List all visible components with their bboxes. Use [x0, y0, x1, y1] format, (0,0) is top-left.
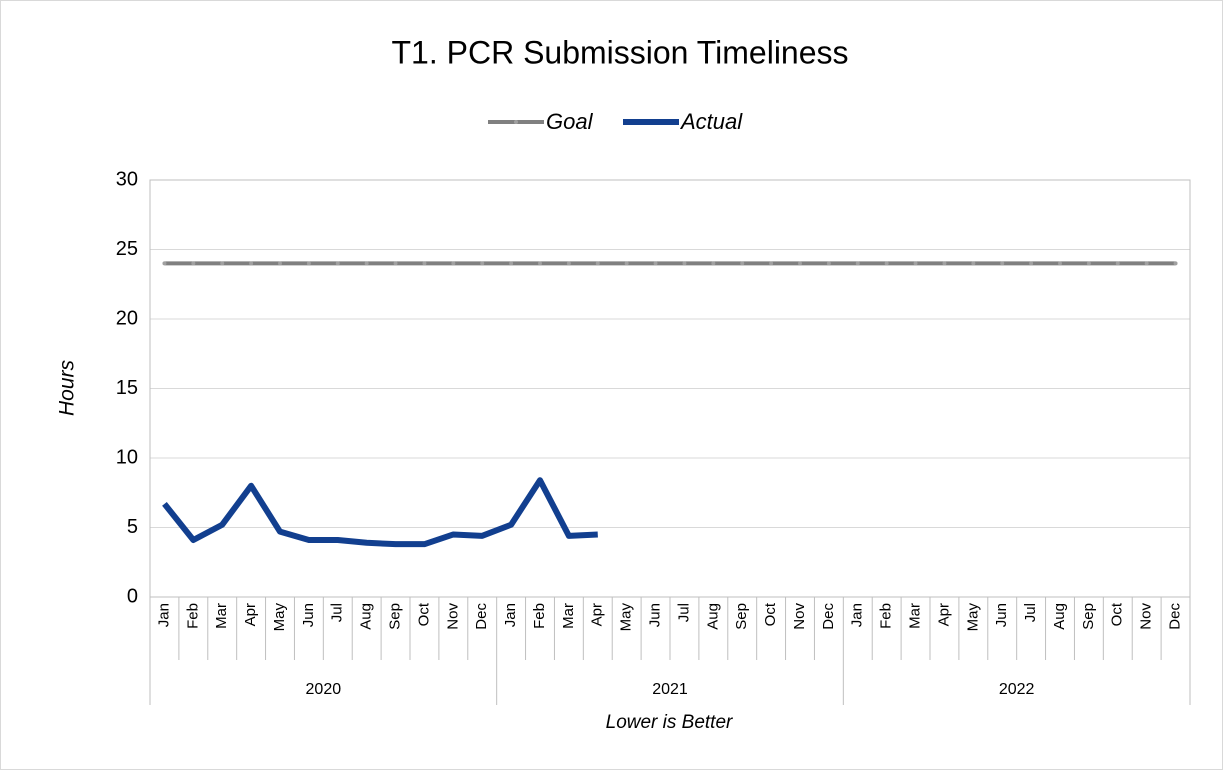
x-tick-label: Dec — [473, 603, 490, 630]
x-axis-title: Lower is Better — [606, 712, 733, 733]
series-marker — [509, 261, 514, 266]
x-tick-label: Jun — [300, 603, 317, 627]
series-marker — [942, 261, 947, 266]
series-marker — [653, 261, 658, 266]
series-marker — [393, 261, 398, 266]
series-marker — [682, 261, 687, 266]
x-tick-label: Jan — [155, 603, 172, 627]
x-tick-label: Mar — [907, 603, 924, 629]
x-tick-label: Apr — [242, 603, 259, 626]
x-tick-label: Jul — [675, 603, 692, 622]
group-label: 2021 — [652, 681, 688, 698]
x-tick-label: Jun — [647, 603, 664, 627]
x-tick-label: Feb — [878, 603, 895, 629]
x-tick-label: Aug — [704, 603, 721, 630]
series-marker — [162, 261, 167, 266]
series-marker — [769, 261, 774, 266]
series-marker — [1029, 261, 1034, 266]
legend-marker — [649, 120, 653, 124]
series-marker — [826, 261, 831, 266]
series-marker — [624, 261, 629, 266]
x-tick-label: Mar — [213, 603, 230, 629]
x-tick-label: Apr — [935, 603, 952, 626]
series-marker — [278, 261, 282, 266]
x-tick-label: Feb — [531, 603, 548, 629]
x-tick-label: Sep — [387, 603, 404, 630]
x-tick-label: Jun — [993, 603, 1010, 627]
series-marker — [1000, 261, 1005, 266]
series-marker — [422, 261, 427, 266]
series-marker — [191, 261, 196, 266]
y-tick-label: 10 — [116, 446, 138, 468]
x-tick-label: Oct — [762, 602, 779, 626]
x-tick-label: Jul — [1022, 603, 1039, 622]
series-marker — [798, 261, 802, 266]
x-tick-label: Oct — [415, 602, 432, 626]
y-tick-label: 25 — [116, 238, 138, 260]
group-label: 2022 — [999, 681, 1035, 698]
x-tick-label: Nov — [444, 603, 461, 630]
series-marker — [595, 261, 600, 266]
series-marker — [249, 261, 254, 266]
series-marker — [1173, 261, 1178, 266]
x-tick-label: Jul — [329, 603, 346, 622]
x-tick-label: Jan — [502, 603, 519, 627]
x-tick-label: Oct — [1109, 602, 1126, 626]
y-tick-label: 5 — [127, 516, 138, 538]
series-marker — [566, 261, 571, 266]
x-tick-label: May — [964, 603, 981, 632]
series-marker — [1058, 261, 1062, 266]
y-tick-label: 0 — [127, 585, 138, 607]
x-tick-label: Sep — [733, 603, 750, 630]
series-line — [162, 477, 598, 548]
x-tick-label: Apr — [589, 603, 606, 626]
x-tick-label: Dec — [1167, 603, 1184, 630]
y-tick-label: 20 — [116, 307, 138, 329]
series-marker — [1115, 261, 1120, 266]
x-tick-label: Mar — [560, 603, 577, 629]
group-label: 2020 — [306, 681, 342, 698]
series-marker — [364, 261, 369, 266]
series-marker — [480, 261, 485, 266]
series-marker — [740, 261, 745, 266]
x-tick-label: Jan — [849, 603, 866, 627]
x-tick-label: Nov — [791, 603, 808, 630]
series-marker — [220, 261, 225, 266]
y-tick-label: 15 — [116, 377, 138, 399]
x-tick-label: Aug — [1051, 603, 1068, 630]
x-tick-label: Nov — [1138, 603, 1155, 630]
x-tick-label: May — [618, 603, 635, 632]
x-tick-label: Feb — [184, 603, 201, 629]
series-marker — [451, 261, 456, 266]
y-axis-title: Hours — [56, 359, 79, 416]
series-marker — [855, 261, 860, 266]
series-marker — [335, 261, 340, 266]
legend-marker — [514, 120, 518, 124]
legend-label: Actual — [679, 109, 743, 134]
series-marker — [1086, 261, 1091, 266]
series-marker — [538, 261, 542, 266]
x-tick-label: Dec — [820, 603, 837, 630]
series-marker — [711, 261, 716, 266]
legend-label: Goal — [546, 109, 594, 134]
x-tick-label: Sep — [1080, 603, 1097, 630]
series-marker — [884, 261, 889, 266]
chart-title: T1. PCR Submission Timeliness — [391, 34, 848, 70]
series-marker — [306, 261, 311, 266]
series-marker — [1144, 261, 1149, 266]
x-tick-label: Aug — [358, 603, 375, 630]
x-tick-label: May — [271, 603, 288, 632]
y-tick-label: 30 — [116, 168, 138, 190]
series-marker — [971, 261, 976, 266]
series-marker — [913, 261, 918, 266]
